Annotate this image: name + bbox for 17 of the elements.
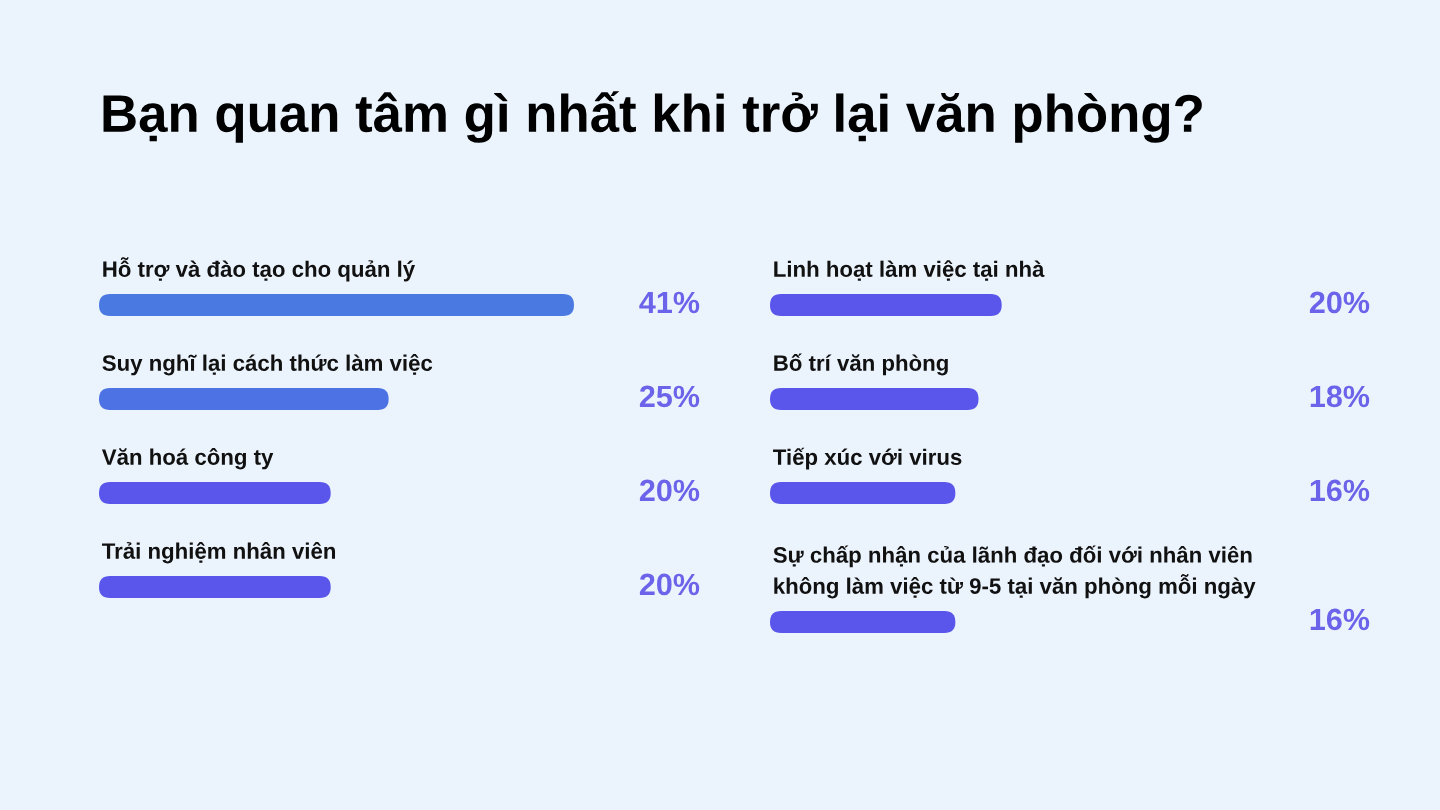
data-label: 16%: [1310, 479, 1370, 502]
data-label: 20%: [639, 479, 700, 502]
y-tick-label: Trải nghiệm nhân viên: [102, 542, 336, 564]
y-tick-label: Bố trí văn phòng: [774, 353, 948, 376]
y-tick-label: Văn hoá công ty: [101, 448, 274, 470]
chart-title: Bạn quan tâm gì nhất khi trở lại văn phòng?: [103, 91, 1202, 143]
y-tick-label: Linh hoạt làm việc tại nhà: [774, 260, 1045, 281]
y-tick-label: Tiếp xúc với virus: [773, 447, 962, 470]
data-label: 20%: [1309, 291, 1370, 314]
y-tick-label: Suy nghĩ lại cách thức làm việc: [102, 354, 433, 376]
data-label: 41%: [639, 291, 700, 314]
data-label: 16%: [1310, 608, 1370, 631]
y-tick-label: Sự chấp nhận của lãnh đạo đối với nhân viên không làm việc từ 9-5 tại văn phòng mỗi ngày: [773, 545, 1256, 599]
data-label: 18%: [1310, 385, 1370, 408]
data-label: 25%: [639, 385, 700, 408]
data-label: 20%: [639, 573, 700, 596]
y-tick-label: Hỗ trợ và đào tạo cho quản lý: [103, 257, 416, 282]
